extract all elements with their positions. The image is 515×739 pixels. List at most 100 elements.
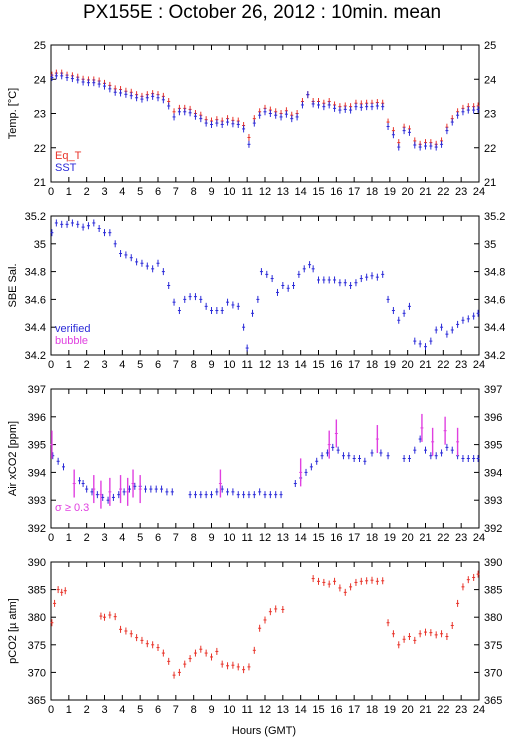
x-tick-label: 20 xyxy=(402,186,414,198)
data-point-verified xyxy=(450,326,454,334)
data-point-verified xyxy=(245,344,249,352)
x-tick-label: 12 xyxy=(259,704,271,716)
x-tick-label: 6 xyxy=(155,704,161,716)
x-tick-label: 9 xyxy=(208,186,214,198)
data-point-pco2 xyxy=(413,636,417,644)
x-tick-label: 9 xyxy=(208,704,214,716)
data-point-verified xyxy=(151,265,155,273)
data-point-verified xyxy=(279,491,283,499)
data-point-pco2 xyxy=(456,599,460,607)
data-point-verified xyxy=(117,491,121,499)
y-tick-label-right: 380 xyxy=(484,612,502,624)
data-point-verified xyxy=(359,275,363,283)
data-point-sst xyxy=(252,119,256,127)
data-point-verified xyxy=(302,265,306,273)
data-point-pco2 xyxy=(113,613,117,621)
y-tick-label: 34.4 xyxy=(25,322,46,334)
data-point-sst xyxy=(119,89,123,97)
data-point-verified xyxy=(231,301,235,309)
y-tick-label-right: 370 xyxy=(484,667,502,679)
y-tick-label-right: 34.4 xyxy=(484,322,505,334)
data-point-sst xyxy=(424,142,427,150)
data-point-pco2 xyxy=(424,628,427,636)
legend-item: Eq_T xyxy=(55,150,82,162)
data-point-sst xyxy=(81,78,85,86)
data-point-sst xyxy=(440,140,444,148)
data-point-sst xyxy=(193,112,197,120)
data-point-bubble xyxy=(72,469,76,498)
data-point-sst xyxy=(418,143,422,151)
data-point-sst xyxy=(300,101,304,109)
data-point-verified xyxy=(381,270,385,278)
y-axis-label: Temp. [°C] xyxy=(7,88,19,139)
chart-panel-3: 0 1 2 3 4 5 6 7 8 9 10 11 12 13 14 15 16 17 18 19 20 21 22 23 24… xyxy=(7,384,502,544)
x-tick-label: 18 xyxy=(366,359,378,371)
data-point-verified xyxy=(226,488,230,496)
x-tick-label: 19 xyxy=(384,359,396,371)
data-point-sst xyxy=(172,113,176,121)
data-point-verified xyxy=(70,219,74,227)
data-point-bubble xyxy=(131,469,135,498)
data-point-sst xyxy=(60,72,64,80)
data-point-verified xyxy=(270,275,274,283)
x-tick-label: 8 xyxy=(191,532,197,544)
data-point-verified xyxy=(440,449,444,457)
data-point-verified xyxy=(297,270,301,278)
x-tick-label: 18 xyxy=(366,704,378,716)
data-point-verified xyxy=(65,220,69,228)
data-point-sst xyxy=(258,111,262,119)
x-tick-label: 2 xyxy=(84,704,90,716)
x-tick-label: 15 xyxy=(312,186,324,198)
data-point-pco2 xyxy=(349,583,353,591)
data-point-verified xyxy=(210,307,213,315)
data-point-sst xyxy=(97,80,101,88)
data-point-sst xyxy=(103,82,106,90)
x-tick-label: 13 xyxy=(277,532,289,544)
x-tick-label: 10 xyxy=(223,186,235,198)
data-point-sst xyxy=(381,103,385,111)
data-point-verified xyxy=(322,276,326,284)
data-point-verified xyxy=(333,276,337,284)
data-point-verified xyxy=(354,279,358,287)
y-tick-label-right: 35.2 xyxy=(484,211,505,223)
data-point-verified xyxy=(149,485,153,493)
data-point-verified xyxy=(424,343,427,351)
data-point-bubble xyxy=(334,419,338,448)
data-point-sst xyxy=(108,85,112,93)
x-tick-label: 1 xyxy=(66,532,72,544)
y-tick-label-right: 392 xyxy=(484,523,502,535)
x-tick-label: 3 xyxy=(101,704,107,716)
data-point-verified xyxy=(188,293,192,301)
data-point-pco2 xyxy=(50,619,54,627)
x-tick-label: 6 xyxy=(155,186,161,198)
data-point-verified xyxy=(434,452,438,460)
x-tick-label: 7 xyxy=(173,704,179,716)
data-point-pco2 xyxy=(327,580,331,588)
x-tick-label: 17 xyxy=(348,359,360,371)
data-point-pco2 xyxy=(322,578,326,586)
data-point-pco2 xyxy=(188,655,192,663)
data-point-verified xyxy=(292,282,296,289)
data-point-pco2 xyxy=(252,646,256,654)
data-point-sst xyxy=(167,102,171,110)
data-point-pco2 xyxy=(263,616,267,624)
data-point-verified xyxy=(204,491,208,499)
data-point-pco2 xyxy=(215,647,219,655)
x-tick-label: 4 xyxy=(119,532,125,544)
data-point-verified xyxy=(199,295,203,303)
x-tick-label: 2 xyxy=(84,532,90,544)
data-point-pco2 xyxy=(370,576,374,584)
data-point-verified xyxy=(407,302,411,310)
data-point-verified xyxy=(236,491,240,499)
data-point-verified xyxy=(247,491,251,499)
x-tick-label: 7 xyxy=(173,359,179,371)
data-point-verified xyxy=(165,488,169,496)
x-tick-label: 19 xyxy=(384,532,396,544)
data-point-pco2 xyxy=(177,668,181,676)
data-point-verified xyxy=(220,307,224,315)
y-tick-label-right: 396 xyxy=(484,412,502,424)
x-tick-label: 19 xyxy=(384,186,396,198)
data-point-pco2 xyxy=(124,627,128,635)
y-tick-label: 35 xyxy=(34,239,46,251)
x-tick-label: 7 xyxy=(173,186,179,198)
